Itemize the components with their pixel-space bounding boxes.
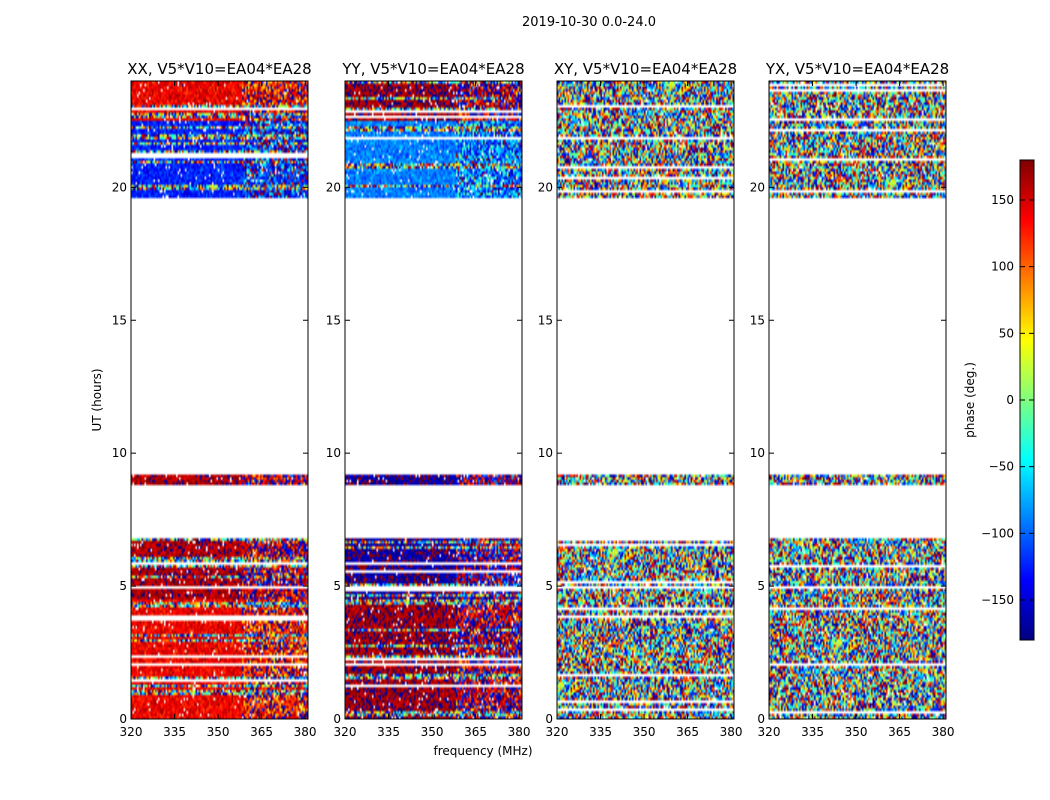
heatmap-panels: XX, V5*V10=EA04*EA28 320 335 350 365 380 0 5 10 1… — [112, 60, 955, 739]
colorbar-tick-label: 100 — [991, 260, 1014, 274]
heatmap-panel: XX, V5*V10=EA04*EA28 320 335 350 365 380 0 5 10 1… — [112, 60, 317, 739]
y-tick-label: 15 — [750, 313, 765, 327]
x-tick-label: 320 — [334, 725, 357, 739]
y-tick-label: 15 — [538, 313, 553, 327]
y-tick-label: 20 — [750, 180, 765, 194]
heatmap-image — [345, 81, 522, 719]
y-tick-label: 15 — [112, 313, 127, 327]
heatmap-panel: XY, V5*V10=EA04*EA28 320 335 350 365 380 0 5 10 1… — [538, 60, 743, 739]
x-tick-label: 365 — [676, 725, 699, 739]
colorbar-ticks: 150 100 50 0 −50 −100 −150 — [981, 193, 1034, 607]
y-tick-label: 20 — [538, 180, 553, 194]
x-tick-label: 335 — [377, 725, 400, 739]
x-tick-label: 320 — [546, 725, 569, 739]
y-tick-label: 15 — [326, 313, 341, 327]
colorbar-tick-label: −50 — [989, 460, 1014, 474]
x-axis-label: frequency (MHz) — [433, 744, 532, 758]
heatmap-image — [557, 81, 734, 719]
x-tick-label: 320 — [758, 725, 781, 739]
x-tick-label: 380 — [294, 725, 317, 739]
heatmap-panel: YX, V5*V10=EA04*EA28 320 335 350 365 380 0 5 10 1… — [750, 60, 955, 739]
figure-suptitle: 2019-10-30 0.0-24.0 — [522, 15, 656, 30]
y-tick-label: 5 — [333, 579, 341, 593]
y-tick-label: 20 — [326, 180, 341, 194]
x-tick-label: 335 — [589, 725, 612, 739]
y-tick-label: 5 — [757, 579, 765, 593]
y-tick-label: 5 — [119, 579, 127, 593]
y-tick-label: 20 — [112, 180, 127, 194]
colorbar: 150 100 50 0 −50 −100 −150 phase (deg.) — [963, 159, 1035, 641]
axes-frame — [344, 80, 523, 720]
y-tick-label: 0 — [757, 712, 765, 726]
heatmap-image — [131, 81, 308, 719]
y-tick-label: 10 — [326, 446, 341, 460]
axes-frame — [130, 80, 309, 720]
axes-frame — [768, 80, 947, 720]
colorbar-tick-label: 0 — [1006, 393, 1014, 407]
y-tick-label: 5 — [545, 579, 553, 593]
y-tick-label: 10 — [112, 446, 127, 460]
y-axis-label: UT (hours) — [90, 368, 104, 431]
x-tick-label: 365 — [888, 725, 911, 739]
panel-title: XX, V5*V10=EA04*EA28 — [127, 60, 311, 78]
y-tick-label: 0 — [333, 712, 341, 726]
y-tick-label: 0 — [119, 712, 127, 726]
x-tick-label: 380 — [720, 725, 743, 739]
colorbar-tick-label: −100 — [981, 526, 1014, 540]
colorbar-label: phase (deg.) — [963, 362, 977, 438]
panel-title: XY, V5*V10=EA04*EA28 — [554, 60, 737, 78]
panel-title: YY, V5*V10=EA04*EA28 — [341, 60, 524, 78]
x-tick-label: 365 — [250, 725, 273, 739]
heatmap-image — [769, 81, 946, 719]
y-tick-label: 10 — [750, 446, 765, 460]
x-tick-label: 380 — [932, 725, 955, 739]
x-tick-label: 350 — [633, 725, 656, 739]
x-tick-label: 380 — [508, 725, 531, 739]
x-tick-label: 335 — [163, 725, 186, 739]
y-tick-label: 0 — [545, 712, 553, 726]
x-tick-label: 320 — [120, 725, 143, 739]
axes-frame — [556, 80, 735, 720]
x-tick-label: 335 — [801, 725, 824, 739]
x-tick-label: 350 — [421, 725, 444, 739]
x-tick-label: 350 — [207, 725, 230, 739]
colorbar-tick-label: 50 — [999, 326, 1014, 340]
x-tick-label: 350 — [845, 725, 868, 739]
colorbar-tick-label: −150 — [981, 593, 1014, 607]
colorbar-tick-label: 150 — [991, 193, 1014, 207]
panel-title: YX, V5*V10=EA04*EA28 — [765, 60, 949, 78]
heatmap-panel: YY, V5*V10=EA04*EA28 320 335 350 365 380 0 5 10 1… — [326, 60, 531, 739]
x-tick-label: 365 — [464, 725, 487, 739]
y-tick-label: 10 — [538, 446, 553, 460]
